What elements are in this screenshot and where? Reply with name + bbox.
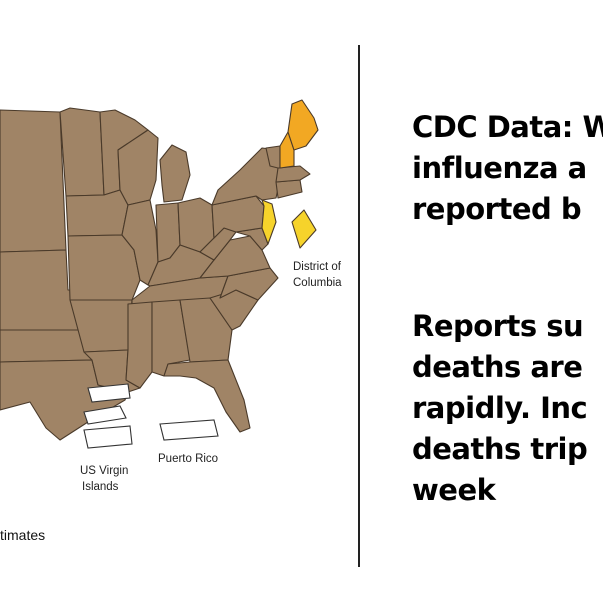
state-florida [163, 359, 251, 433]
state-massachusetts [275, 165, 311, 183]
puerto-rico-label: Puerto Rico [158, 453, 218, 465]
state-michigan [159, 144, 191, 203]
headline-line: influenza a [412, 151, 587, 185]
dc-label-line2: Columbia [293, 277, 342, 289]
usvi-outline [83, 383, 133, 449]
state-maine [287, 99, 319, 151]
headline-line: CDC Data: W [412, 110, 603, 144]
puerto-rico-outline [159, 419, 219, 441]
state-western-block [0, 109, 67, 253]
state-vermont [265, 145, 281, 169]
headline-panel: CDC Data: W influenza a reported b Repor… [412, 0, 603, 603]
headline-line: deaths trip [412, 432, 588, 466]
headline-line: reported b [412, 192, 582, 226]
headline-top: CDC Data: W influenza a reported b [412, 107, 603, 230]
state-georgia [179, 297, 233, 363]
state-oklahoma [0, 329, 93, 363]
state-wisconsin [117, 129, 159, 206]
state-pennsylvania [211, 195, 265, 239]
dc-label-line1: District of [293, 261, 342, 273]
headline-line: Reports su [412, 309, 584, 343]
usvi-label-line1: US Virgin [80, 465, 128, 477]
usvi-label-line2: Islands [82, 481, 119, 493]
legend-fragment: timates [0, 527, 45, 543]
dc-inset [291, 209, 317, 249]
headline-bottom: Reports su deaths are rapidly. Inc death… [412, 306, 588, 511]
state-mississippi [125, 301, 153, 389]
headline-line: deaths are [412, 350, 583, 384]
state-iowa [65, 189, 129, 237]
state-dakotas [59, 107, 105, 197]
state-new-jersey [261, 199, 277, 245]
headline-line: week [412, 473, 496, 507]
state-connecticut-ri [275, 179, 303, 199]
vertical-divider [358, 45, 360, 567]
us-flu-map: District of Columbia US Virgin Islands P… [0, 99, 342, 543]
map-svg: District of Columbia US Virgin Islands P… [0, 99, 342, 543]
headline-line: rapidly. Inc [412, 391, 588, 425]
